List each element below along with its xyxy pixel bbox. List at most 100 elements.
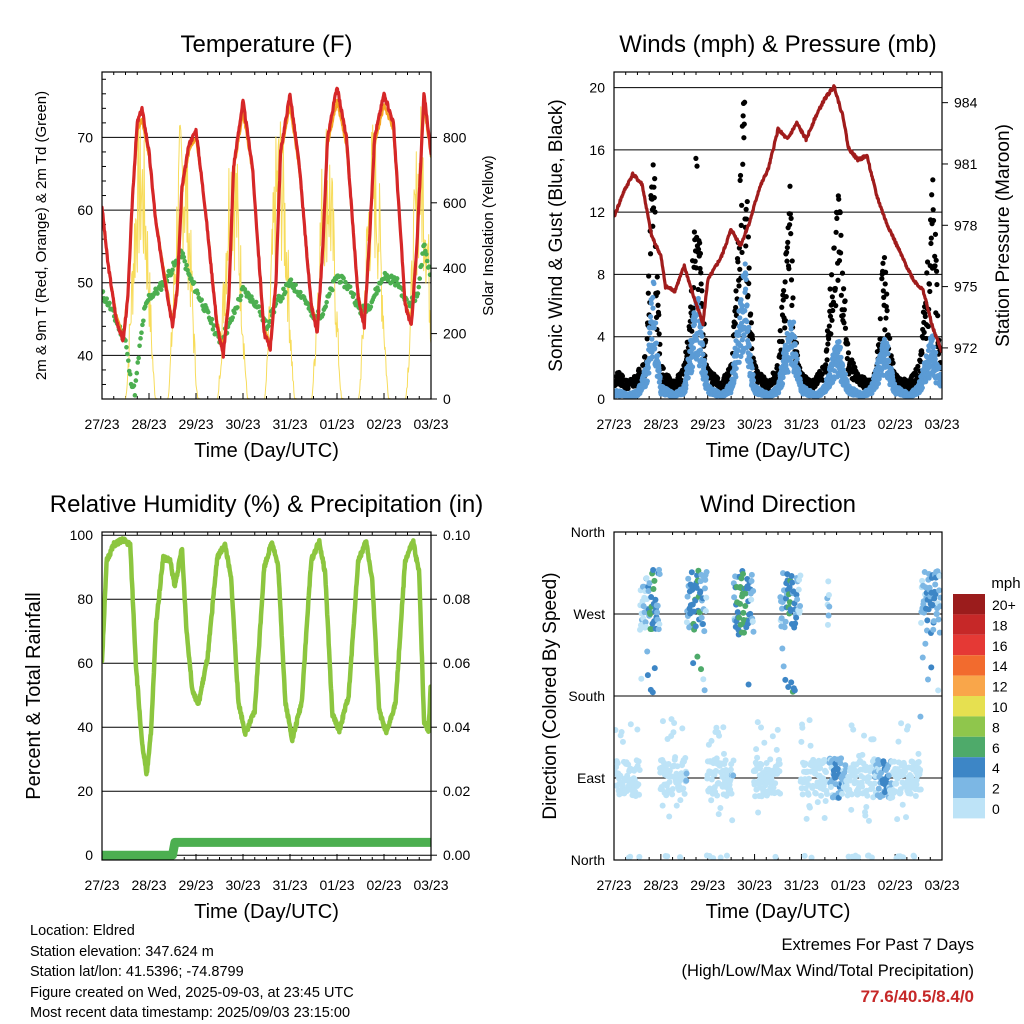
- direction-point: [734, 609, 741, 616]
- direction-point: [936, 587, 942, 594]
- gust-point: [835, 277, 841, 283]
- direction-point: [673, 802, 680, 809]
- direction-point: [710, 855, 717, 860]
- x-tick-label: 28/23: [643, 877, 678, 893]
- gust-point: [715, 375, 721, 381]
- gust-point: [695, 246, 702, 252]
- dewpoint-point: [238, 293, 244, 299]
- gust-point: [825, 341, 831, 347]
- direction-point: [859, 751, 866, 758]
- dewpoint-point: [181, 254, 187, 260]
- direction-point: [650, 585, 657, 592]
- dewpoint-point: [155, 291, 160, 296]
- gust-point: [824, 347, 830, 353]
- gust-point: [646, 273, 652, 279]
- direction-point: [875, 785, 882, 792]
- gust-point: [834, 215, 840, 221]
- dewpoint-point: [205, 309, 211, 315]
- direction-point: [677, 797, 684, 804]
- extremes-title: Extremes For Past 7 Days: [781, 936, 974, 954]
- gust-point: [832, 285, 838, 292]
- chart-title-3: Relative Humidity (%) & Precipitation (i…: [50, 491, 483, 518]
- direction-point: [703, 568, 710, 575]
- direction-point: [925, 606, 932, 613]
- wind-point: [694, 337, 700, 343]
- direction-point: [730, 772, 737, 779]
- direction-point: [697, 588, 704, 595]
- gust-point: [787, 183, 793, 189]
- direction-point: [935, 616, 942, 623]
- direction-point: [799, 791, 806, 798]
- x-tick-label: 29/23: [178, 416, 213, 432]
- legend-swatch: [953, 655, 985, 676]
- direction-point: [679, 725, 686, 732]
- gust-point: [934, 281, 940, 288]
- direction-point: [929, 601, 936, 608]
- dewpoint-point: [138, 336, 143, 341]
- direction-point: [848, 791, 855, 798]
- dewpoint-point: [126, 358, 131, 363]
- gust-point: [922, 313, 928, 320]
- direction-point: [809, 782, 816, 789]
- dewpoint-point: [133, 378, 139, 383]
- direction-point: [670, 729, 677, 736]
- direction-point: [701, 687, 708, 694]
- dewpoint-point: [330, 287, 335, 293]
- direction-point: [760, 787, 767, 794]
- gust-point: [933, 257, 939, 263]
- direction-point: [642, 619, 649, 626]
- rh-line: [102, 536, 431, 777]
- dewpoint-point: [124, 345, 129, 350]
- gust-point: [692, 258, 698, 264]
- y-tick-label: 0: [597, 391, 605, 407]
- direction-point: [825, 612, 832, 619]
- direction-point: [634, 726, 641, 733]
- direction-point: [865, 817, 872, 824]
- dewpoint-point: [426, 264, 431, 269]
- dewpoint-point: [136, 355, 141, 361]
- dewpoint-point: [324, 299, 329, 305]
- direction-point: [618, 728, 625, 735]
- y-axis-label: Percent & Total Rainfall: [23, 592, 45, 800]
- y-tick-label: 70: [77, 129, 93, 145]
- direction-point: [715, 811, 722, 818]
- gust-point: [826, 323, 832, 329]
- direction-point: [745, 681, 752, 688]
- gust-point: [744, 198, 750, 205]
- direction-point: [659, 718, 666, 725]
- dewpoint-point: [298, 289, 303, 295]
- direction-point: [763, 760, 770, 767]
- wind-point: [702, 369, 709, 375]
- direction-point: [748, 577, 755, 584]
- direction-point: [685, 575, 692, 582]
- direction-point: [750, 587, 757, 594]
- station-latlon: Station lat/lon: 41.5396; -74.8799: [30, 964, 244, 980]
- direction-point: [917, 713, 924, 720]
- gust-point: [790, 295, 796, 301]
- dewpoint-point: [230, 315, 235, 320]
- gust-point: [650, 162, 656, 168]
- wind-point: [836, 339, 842, 345]
- y-tick-label: 80: [77, 591, 93, 607]
- y-tick-label: 20: [589, 80, 605, 96]
- gust-point: [645, 290, 651, 296]
- direction-point: [778, 615, 785, 622]
- right-tick-label: 972: [954, 340, 978, 356]
- direction-point: [723, 852, 730, 859]
- x-tick-label: 31/23: [272, 416, 307, 432]
- wind-point: [842, 371, 849, 377]
- dewpoint-point: [347, 284, 353, 290]
- legend-label: 14: [992, 658, 1008, 674]
- gust-point: [651, 195, 657, 201]
- direction-point: [917, 786, 924, 793]
- right-tick-label: 0.02: [443, 783, 470, 799]
- direction-point: [717, 805, 724, 812]
- direction-point: [646, 580, 653, 587]
- direction-point: [786, 599, 793, 606]
- dewpoint-point: [132, 393, 138, 398]
- direction-point: [701, 628, 708, 635]
- x-tick-label: 02/23: [878, 416, 913, 432]
- direction-point: [643, 575, 650, 582]
- gust-point: [699, 288, 705, 294]
- legend-swatch: [953, 798, 985, 819]
